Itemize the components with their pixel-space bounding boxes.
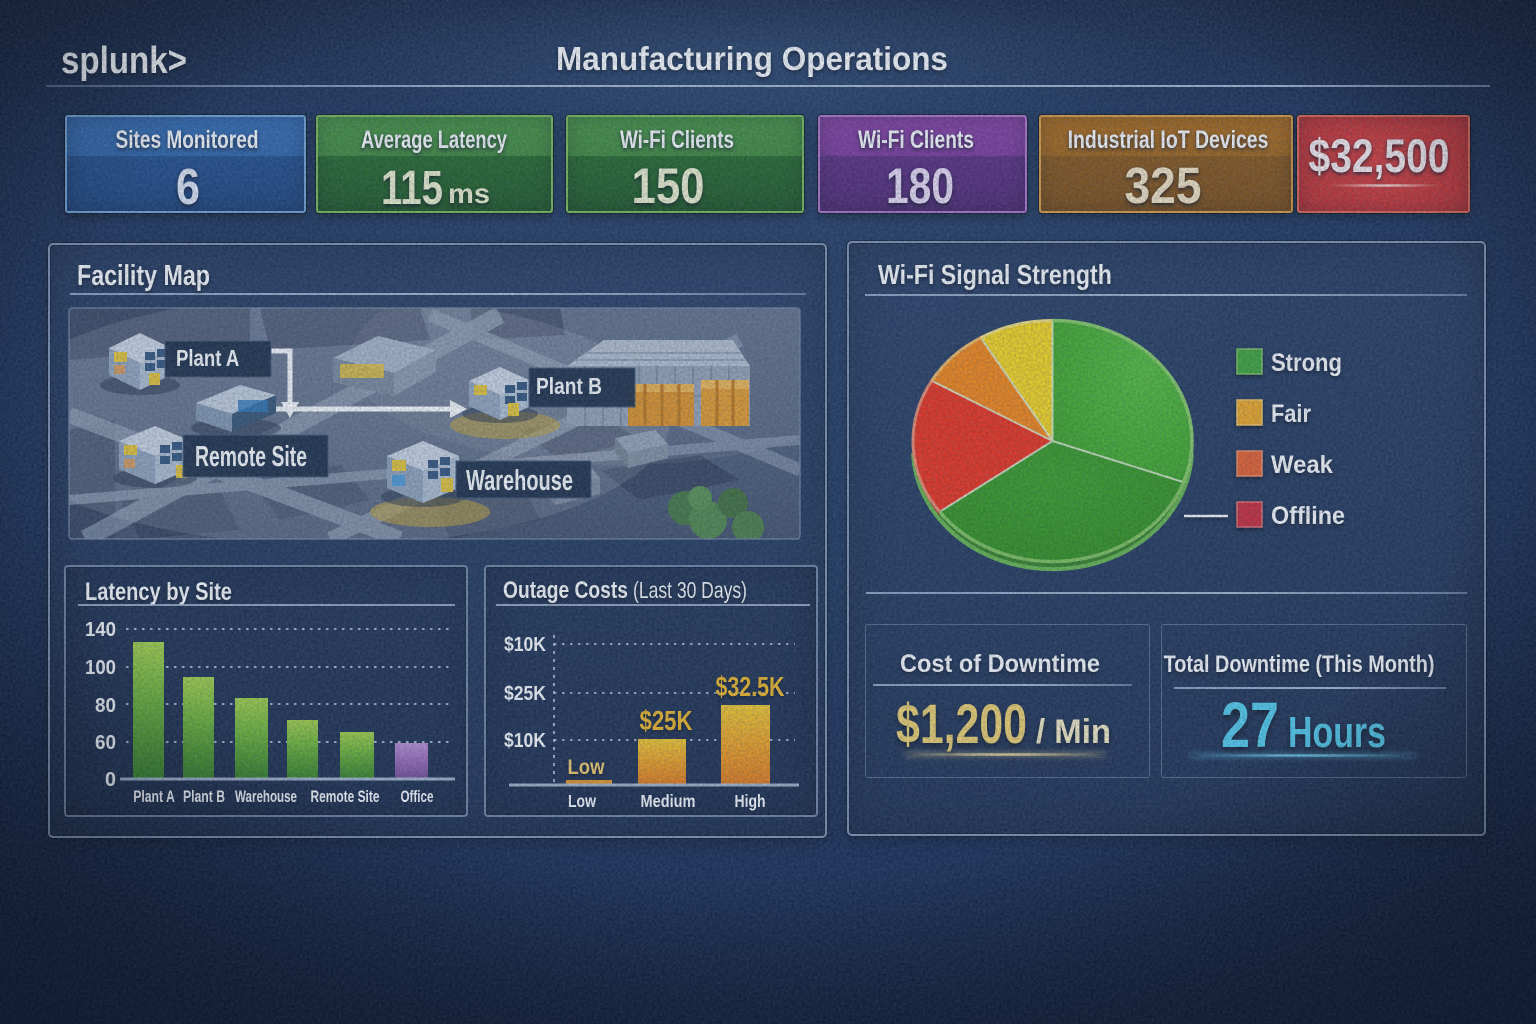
svg-text:Hours: Hours <box>1288 708 1386 757</box>
svg-text:Plant B: Plant B <box>536 374 602 399</box>
svg-text:80: 80 <box>95 695 116 718</box>
svg-text:27: 27 <box>1221 690 1279 761</box>
svg-text:Medium: Medium <box>641 792 696 812</box>
svg-text:150: 150 <box>632 157 705 213</box>
svg-text:$1,200: $1,200 <box>896 692 1027 755</box>
svg-text:Facility Map: Facility Map <box>77 259 210 292</box>
svg-text:Wi-Fi Signal Strength: Wi-Fi Signal Strength <box>878 260 1112 291</box>
svg-text:High: High <box>735 791 766 811</box>
svg-text:Weak: Weak <box>1271 452 1333 480</box>
svg-text:Offline: Offline <box>1271 502 1345 530</box>
svg-text:Low: Low <box>568 756 606 779</box>
svg-text:Industrial IoT Devices: Industrial IoT Devices <box>1068 126 1269 154</box>
svg-text:Total Downtime (This Month): Total Downtime (This Month) <box>1164 650 1435 677</box>
svg-text:Latency by Site: Latency by Site <box>85 577 232 606</box>
svg-text:splunk>: splunk> <box>61 39 187 82</box>
svg-text:(Last 30 Days): (Last 30 Days) <box>633 578 747 604</box>
svg-text:Outage Costs: Outage Costs <box>503 576 628 604</box>
svg-text:0: 0 <box>105 769 116 791</box>
svg-text:Fair: Fair <box>1271 400 1311 428</box>
svg-text:$25K: $25K <box>504 682 546 704</box>
svg-text:Warehouse: Warehouse <box>466 464 573 497</box>
svg-text:ms: ms <box>448 178 490 209</box>
svg-text:325: 325 <box>1125 158 1202 215</box>
svg-text:$10K: $10K <box>504 633 546 655</box>
svg-text:Warehouse: Warehouse <box>235 788 297 807</box>
svg-text:Sites Monitored: Sites Monitored <box>116 126 259 154</box>
svg-text:Average Latency: Average Latency <box>361 125 508 154</box>
svg-text:115: 115 <box>381 162 443 215</box>
svg-text:$10K: $10K <box>504 729 546 751</box>
svg-text:Office: Office <box>401 788 434 807</box>
svg-text:Manufacturing Operations: Manufacturing Operations <box>556 40 948 77</box>
svg-text:140: 140 <box>85 619 116 641</box>
svg-text:60: 60 <box>95 732 116 755</box>
svg-text:$25K: $25K <box>639 706 692 737</box>
svg-text:180: 180 <box>886 158 954 214</box>
svg-text:Strong: Strong <box>1271 349 1342 377</box>
svg-text:Plant A: Plant A <box>133 788 175 806</box>
svg-text:Remote Site: Remote Site <box>195 441 307 473</box>
svg-text:Plant A: Plant A <box>176 346 239 371</box>
svg-text:100: 100 <box>85 657 116 679</box>
svg-text:/ Min: / Min <box>1036 714 1111 752</box>
svg-text:Remote Site: Remote Site <box>311 788 380 807</box>
svg-text:Wi-Fi Clients: Wi-Fi Clients <box>858 126 974 154</box>
svg-text:Plant B: Plant B <box>183 788 225 806</box>
svg-text:$32,500: $32,500 <box>1309 131 1450 183</box>
svg-text:$32.5K: $32.5K <box>716 671 785 702</box>
svg-text:Low: Low <box>568 791 596 811</box>
svg-text:6: 6 <box>176 159 200 216</box>
svg-text:Cost of Downtime: Cost of Downtime <box>900 650 1100 678</box>
svg-text:Wi-Fi Clients: Wi-Fi Clients <box>620 125 734 153</box>
